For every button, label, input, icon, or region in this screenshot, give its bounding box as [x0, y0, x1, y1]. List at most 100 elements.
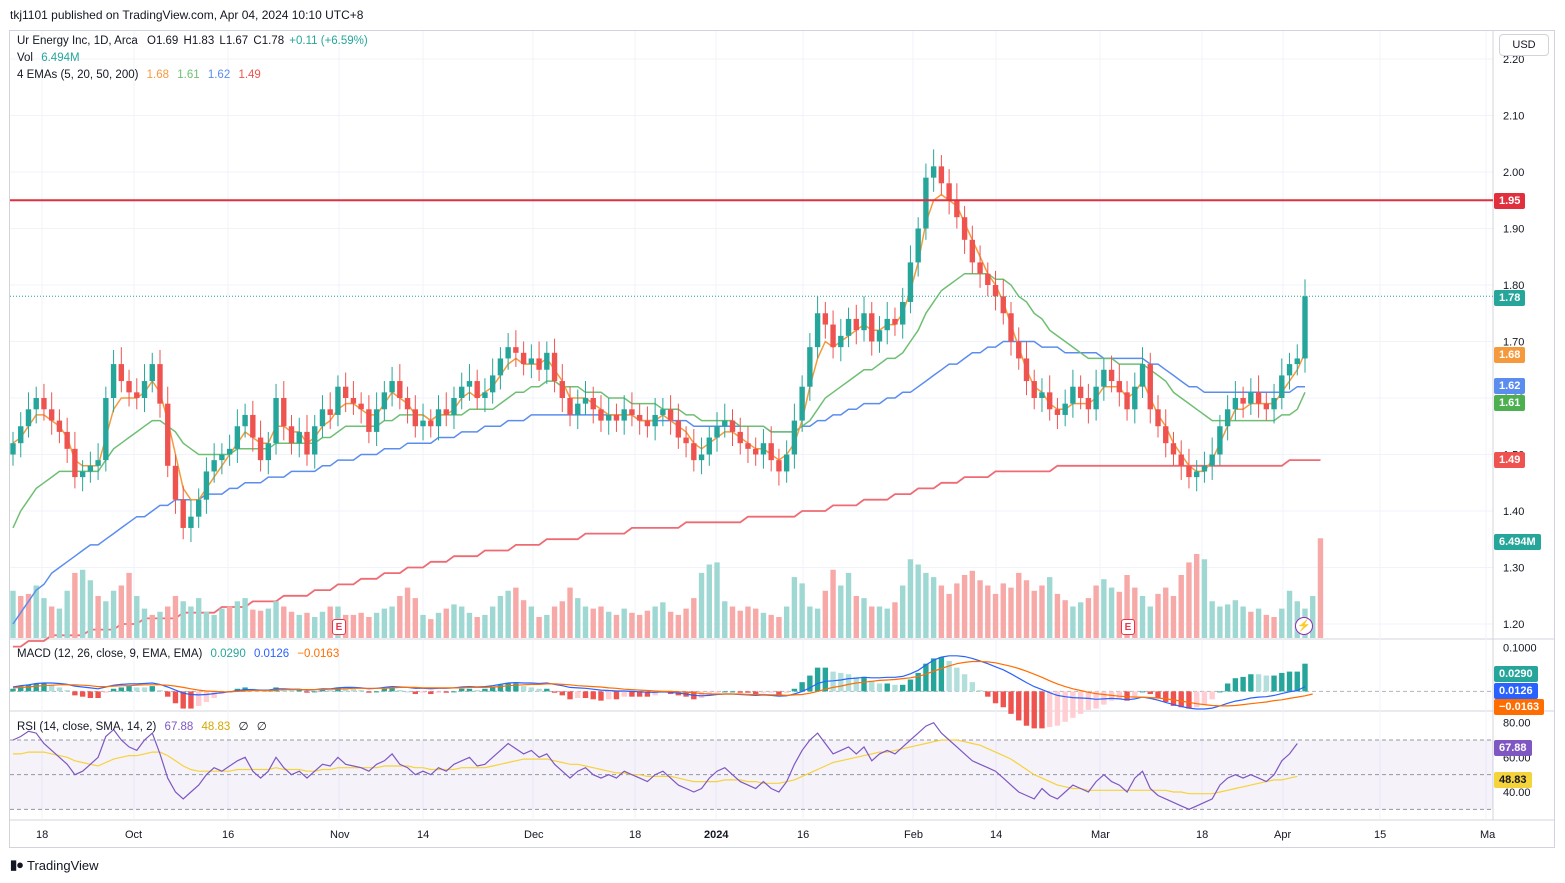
volume-bar: [683, 608, 689, 638]
price-axis-label: 2.10: [1503, 111, 1524, 123]
macd-histogram-bar: [559, 691, 565, 696]
candle-body: [845, 318, 852, 336]
volume-bar: [118, 585, 125, 638]
candle-body: [366, 409, 372, 432]
volume-bar: [412, 598, 418, 638]
candle-body: [288, 426, 295, 444]
macd-histogram-bar: [1178, 691, 1184, 708]
price-axis-label: 1.80: [1503, 280, 1524, 292]
macd-histogram-bar: [134, 687, 140, 692]
volume-bar: [265, 608, 271, 638]
candle-body: [985, 273, 991, 285]
volume-bar: [165, 606, 171, 638]
volume-bar: [134, 596, 140, 638]
candle-body: [327, 409, 333, 415]
candle-body: [698, 454, 705, 461]
macd-histogram-bar: [18, 686, 24, 692]
macd-histogram-bar: [1132, 691, 1138, 697]
macd-histogram-bar: [412, 691, 418, 695]
candle-body: [41, 398, 47, 410]
candle-body: [691, 443, 697, 461]
macd-histogram-bar: [1248, 674, 1254, 692]
candle-body: [72, 448, 78, 478]
currency-button[interactable]: USD: [1499, 34, 1549, 56]
volume-bar: [1132, 587, 1138, 638]
earnings-badge[interactable]: E: [1121, 619, 1135, 635]
ema-label[interactable]: 4 EMAs (5, 20, 50, 200): [17, 69, 139, 81]
macd-histogram-bar: [652, 691, 658, 696]
volume-bar: [892, 602, 898, 638]
macd-histogram-bar: [327, 690, 333, 692]
volume-bar: [675, 614, 682, 638]
symbol-name[interactable]: Ur Energy Inc, 1D, Arca: [17, 35, 138, 47]
date-axis-label: Mar: [1091, 829, 1110, 841]
volume-bar: [1008, 587, 1014, 638]
macd-histogram-bar: [1170, 691, 1177, 706]
volume-bar: [1279, 608, 1285, 638]
volume-bar: [1077, 602, 1084, 638]
macd-histogram-bar: [474, 690, 480, 692]
volume-bar: [103, 601, 109, 638]
bolt-icon[interactable]: ⚡: [1295, 617, 1313, 635]
candle-body: [1077, 386, 1084, 398]
macd-histogram-bar: [1023, 691, 1030, 726]
volume-bar: [799, 583, 805, 638]
volume-bar: [1054, 593, 1061, 638]
volume-bar: [536, 617, 542, 638]
candle-body: [992, 285, 999, 297]
volume-bar: [1124, 575, 1130, 638]
volume-bar: [551, 606, 558, 638]
macd-histogram-bar: [497, 684, 504, 692]
volume-bar: [56, 608, 63, 638]
candle-body: [791, 420, 798, 455]
volume-bar: [358, 612, 364, 638]
price-axis-label: 2.00: [1503, 167, 1524, 179]
date-axis-label: 16: [222, 829, 234, 841]
ema20-value: 1.61: [177, 69, 200, 81]
volume-bar: [853, 596, 859, 638]
macd-histogram-bar: [79, 691, 86, 697]
volume-bar: [884, 608, 890, 638]
candle-body: [513, 347, 519, 353]
volume-bar: [288, 611, 295, 638]
volume-bar: [915, 564, 921, 638]
candle-body: [1178, 454, 1184, 466]
earnings-badge[interactable]: E: [332, 619, 346, 635]
volume-bar: [644, 610, 651, 638]
macd-histogram-bar: [1101, 691, 1107, 705]
macd-histogram-bar: [915, 672, 921, 692]
volume-bar: [1031, 590, 1037, 638]
macd-histogram-bar: [714, 691, 720, 693]
rsi-value: 67.88: [164, 721, 194, 733]
candle-body: [706, 437, 712, 455]
macd-histogram-bar: [876, 683, 883, 692]
candle-body: [304, 431, 310, 455]
volume-bar: [1317, 538, 1324, 638]
candle-body: [768, 443, 774, 461]
macd-histogram-bar: [807, 675, 813, 692]
volume-bar: [219, 608, 225, 638]
candle-body: [876, 330, 883, 342]
candle-body: [482, 392, 488, 398]
macd-histogram-bar: [389, 687, 395, 692]
candle-body: [10, 443, 16, 455]
volume-label[interactable]: Vol: [17, 52, 33, 64]
volume-bar: [1186, 562, 1192, 638]
candle-body: [404, 398, 411, 410]
macd-histogram-bar: [466, 688, 473, 692]
tradingview-logo[interactable]: ▮● TradingView: [10, 857, 99, 873]
macd-label[interactable]: MACD (12, 26, close, 9, EMA, EMA): [17, 648, 203, 660]
volume-bar: [1224, 604, 1231, 638]
macd-histogram-bar: [644, 691, 651, 697]
rsi-label[interactable]: RSI (14, close, SMA, 14, 2): [17, 721, 157, 733]
macd-signal-value: 0.0126: [253, 648, 290, 660]
macd-histogram-bar: [435, 691, 442, 693]
candle-body: [226, 448, 233, 455]
volume-bar: [195, 598, 202, 638]
candle-body: [211, 460, 217, 472]
macd-histogram-bar: [1286, 671, 1293, 692]
macd-histogram-bar: [900, 684, 906, 692]
volume-bar: [72, 572, 78, 638]
tradingview-brand: TradingView: [27, 857, 99, 873]
